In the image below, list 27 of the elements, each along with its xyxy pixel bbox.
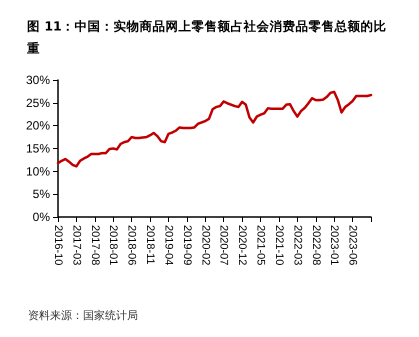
x-tick-label: 2020-02 bbox=[199, 225, 212, 266]
x-tick-label: 2022-03 bbox=[291, 225, 304, 266]
x-tick-label: 2023-06 bbox=[346, 225, 359, 266]
x-tick-label: 2018-01 bbox=[107, 225, 120, 266]
x-tick-label: 2018-06 bbox=[126, 225, 138, 266]
x-tick-label: 2019-09 bbox=[180, 225, 193, 266]
x-tick-label: 2018-11 bbox=[144, 225, 156, 265]
x-tick-label: 2017-03 bbox=[70, 225, 82, 266]
x-tick-label: 2017-08 bbox=[88, 225, 101, 266]
y-tick-label: 25% bbox=[26, 96, 50, 110]
y-tick-label: 0% bbox=[32, 210, 50, 224]
x-tick-label: 2019-04 bbox=[162, 225, 174, 266]
y-tick-label: 10% bbox=[26, 164, 50, 178]
x-tick-label: 2020-12 bbox=[236, 225, 248, 266]
x-tick-label: 2020-07 bbox=[218, 225, 230, 266]
x-tick-label: 2022-08 bbox=[310, 225, 322, 266]
y-tick-label: 5% bbox=[32, 187, 50, 202]
chart-title: 图 11：中国：实物商品网上零售额占社会消费品零售总额的比重 bbox=[26, 18, 387, 56]
y-tick-label: 15% bbox=[26, 142, 50, 156]
line-series bbox=[56, 90, 372, 168]
x-tick-label: 2023-01 bbox=[328, 225, 340, 266]
x-tick-label: 2016-10 bbox=[52, 225, 64, 266]
y-tick-label: 30% bbox=[26, 73, 50, 87]
y-tick-label: 20% bbox=[26, 118, 50, 133]
text: 资料来源：国家统计局 bbox=[28, 309, 138, 322]
x-tick-label: 2021-05 bbox=[254, 225, 267, 266]
x-tick-label: 2021-10 bbox=[272, 225, 285, 266]
